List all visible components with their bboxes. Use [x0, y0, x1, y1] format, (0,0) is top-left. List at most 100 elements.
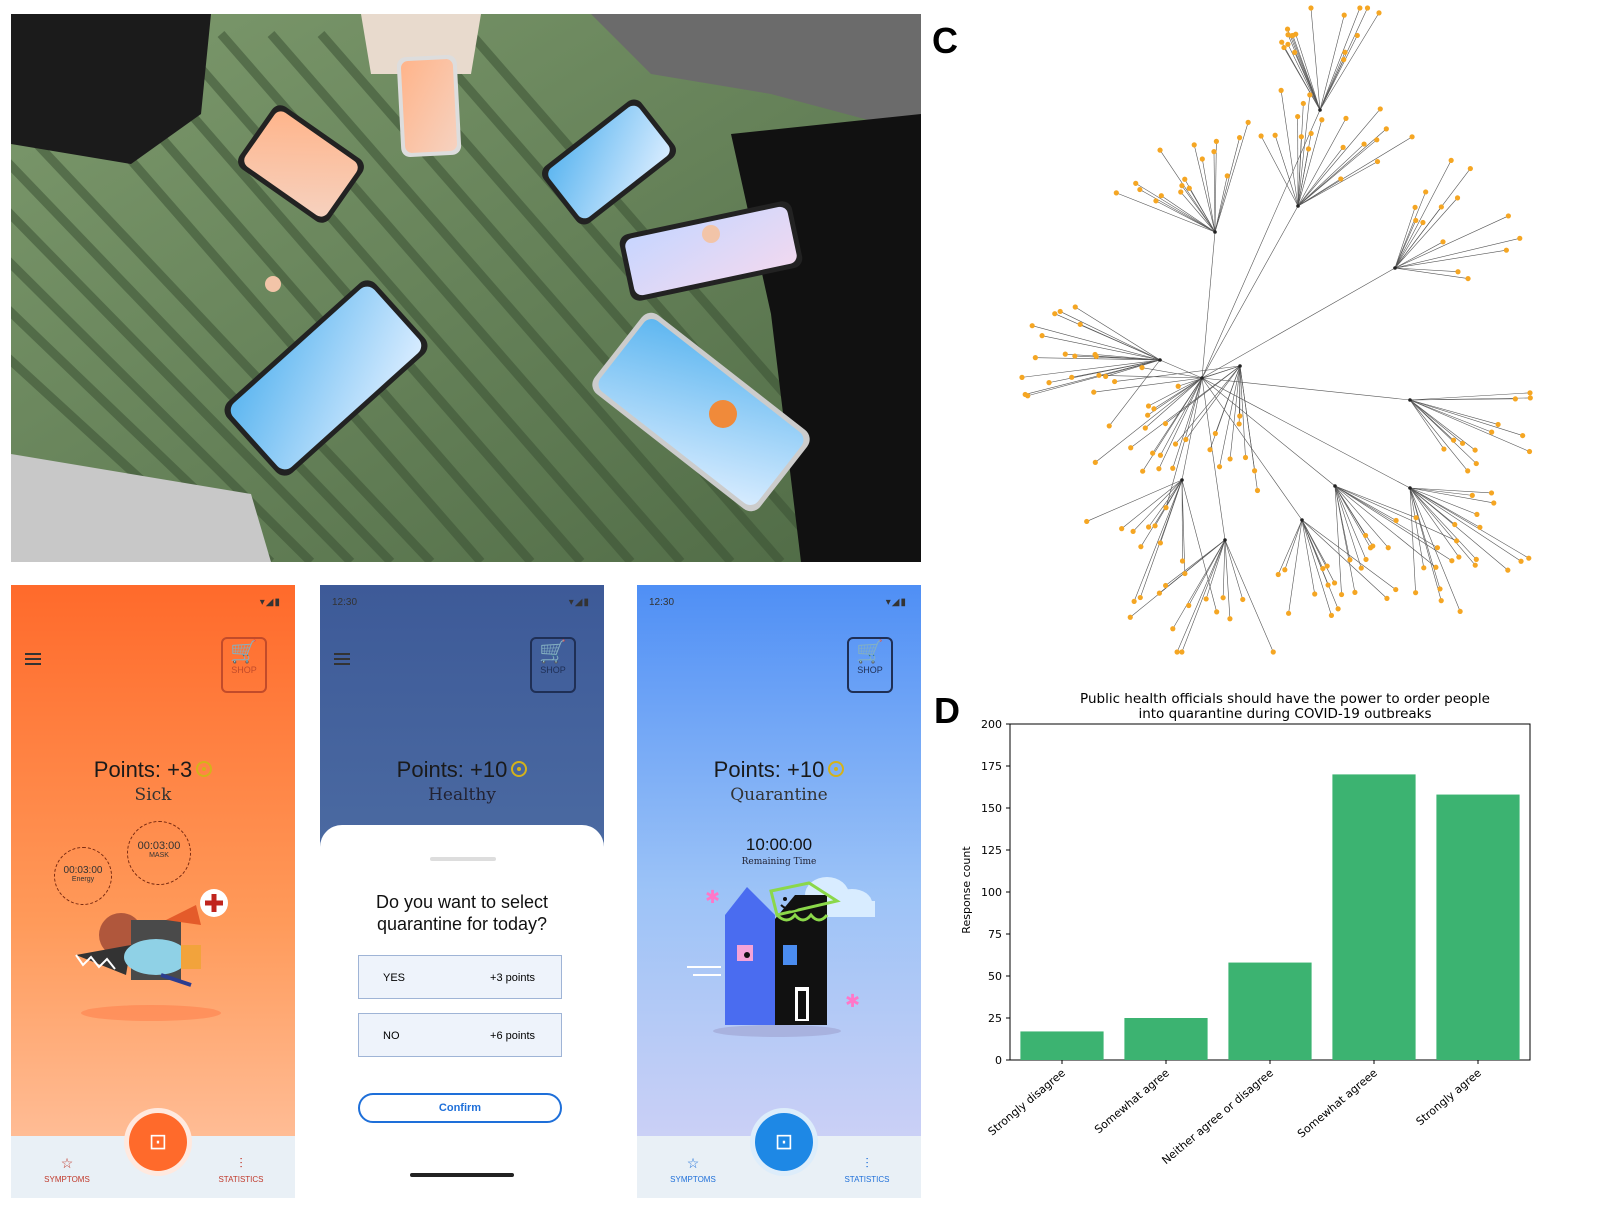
graph-node: [1459, 440, 1466, 446]
nav-symptoms-label: SYMPTOMS: [670, 1175, 716, 1184]
graph-node: [1279, 39, 1285, 45]
graph-node: [1220, 595, 1226, 601]
graph-node: [1385, 545, 1391, 551]
health-state: Quarantine: [730, 785, 828, 805]
symptoms-icon: ☆: [60, 1155, 74, 1171]
graph-node: [1295, 113, 1301, 120]
graph-node: [1358, 565, 1364, 571]
confirm-button[interactable]: Confirm: [358, 1093, 562, 1123]
graph-node: [1413, 515, 1419, 521]
graph-node: [1150, 450, 1156, 456]
graph-node: [1179, 183, 1185, 189]
graph-edges: [1021, 7, 1531, 653]
graph-node: [1384, 595, 1390, 601]
menu-icon[interactable]: [334, 653, 350, 668]
graph-node: [1258, 133, 1264, 139]
graph-node: [1039, 333, 1045, 339]
remaining-timer: 10:00:00: [745, 835, 813, 854]
graph-node: [1254, 487, 1261, 494]
timer-energy: 00:03:00 Energy: [54, 847, 112, 905]
graph-node: [1113, 190, 1119, 196]
x-tick-label: Strongly agree: [1414, 1066, 1484, 1128]
graph-node: [1320, 565, 1326, 572]
graph-node: [1420, 219, 1426, 226]
graph-node: [1495, 421, 1501, 428]
graph-node: [1072, 353, 1078, 359]
graph-node: [1383, 126, 1389, 132]
graph-node: [1145, 403, 1152, 409]
graph-node: [1505, 213, 1511, 219]
graph-node: [1456, 554, 1462, 560]
graph-node: [1434, 545, 1441, 551]
graph-node: [1191, 142, 1197, 148]
graph-node: [1152, 523, 1158, 529]
graph-node: [1413, 590, 1419, 596]
shop-button[interactable]: 🛒 SHOP: [221, 637, 267, 693]
graph-node: [1357, 5, 1363, 11]
graph-node: [1308, 5, 1314, 11]
graph-node: [1340, 144, 1346, 150]
nav-statistics-label: STATISTICS: [218, 1175, 264, 1184]
graph-node: [1178, 189, 1184, 195]
graph-node: [1146, 524, 1152, 530]
menu-icon[interactable]: [25, 653, 41, 668]
nav-statistics-label: STATISTICS: [844, 1175, 890, 1184]
graph-node: [1512, 396, 1518, 402]
graph-node: [1362, 532, 1369, 539]
coin-icon: [828, 761, 845, 778]
graph-node: [1292, 49, 1298, 55]
graph-node: [1203, 596, 1209, 602]
nav-statistics[interactable]: ⫶ STATISTICS: [827, 1155, 907, 1184]
bar: [1332, 774, 1416, 1060]
graph-node: [1236, 421, 1242, 427]
graph-node: [1325, 582, 1331, 588]
shop-button[interactable]: 🛒 SHOP: [847, 637, 893, 693]
timer-mask: 00:03:00 MASK: [127, 821, 191, 885]
graph-node: [1474, 511, 1480, 517]
graph-node: [1452, 521, 1458, 528]
photo-phones-on-bench: [11, 14, 921, 562]
graph-node: [1393, 586, 1399, 593]
chart-title-line-2: into quarantine during COVID-19 outbreak…: [1138, 706, 1431, 722]
graph-node: [1324, 563, 1330, 569]
option-no[interactable]: NO +6 points: [358, 1013, 562, 1057]
scan-button[interactable]: ⊡: [750, 1108, 818, 1176]
graph-node: [1156, 590, 1163, 596]
graph-node: [1213, 138, 1219, 144]
graph-node: [1130, 528, 1136, 535]
graph-node: [1183, 436, 1189, 443]
points-value: Points: +10: [713, 757, 825, 782]
graph-node: [1440, 239, 1446, 245]
graph-node: [1421, 565, 1427, 571]
graph-node: [1341, 12, 1347, 18]
graph-node: [1240, 596, 1246, 603]
quarantine-question: Do you want to select quarantine for tod…: [375, 892, 549, 934]
graph-node: [1251, 468, 1258, 474]
scan-button[interactable]: ⊡: [124, 1108, 192, 1176]
graph-node: [1145, 412, 1151, 418]
nav-statistics[interactable]: ⫶ STATISTICS: [201, 1155, 281, 1184]
x-tick-label: Strongly disagree: [986, 1066, 1069, 1138]
confirm-label: Confirm: [438, 1102, 482, 1114]
graph-node: [1211, 149, 1217, 155]
shop-button[interactable]: 🛒 SHOP: [530, 637, 576, 693]
y-tick-label: 25: [988, 1012, 1002, 1025]
graph-node: [1022, 391, 1028, 398]
graph-node: [1298, 134, 1304, 140]
option-yes[interactable]: YES +3 points: [358, 955, 562, 999]
graph-node: [1156, 466, 1162, 472]
bar: [1020, 1031, 1104, 1060]
graph-node: [1328, 612, 1335, 618]
graph-hub: [1296, 204, 1300, 208]
panel-label-c: C: [932, 20, 958, 61]
graph-node: [1289, 33, 1295, 39]
y-tick-label: 0: [995, 1054, 1002, 1067]
graph-node: [1112, 378, 1118, 385]
graph-node: [1133, 180, 1139, 186]
nav-symptoms[interactable]: ☆ SYMPTOMS: [27, 1155, 107, 1184]
shop-label: SHOP: [857, 665, 883, 675]
nav-symptoms[interactable]: ☆ SYMPTOMS: [653, 1155, 733, 1184]
phone-screen-quarantine: 12:30 ▾◢▮ 🛒 SHOP Points: +10 Quarantine …: [637, 585, 921, 1198]
graph-node: [1347, 557, 1353, 563]
graph-nodes: [1019, 5, 1533, 655]
